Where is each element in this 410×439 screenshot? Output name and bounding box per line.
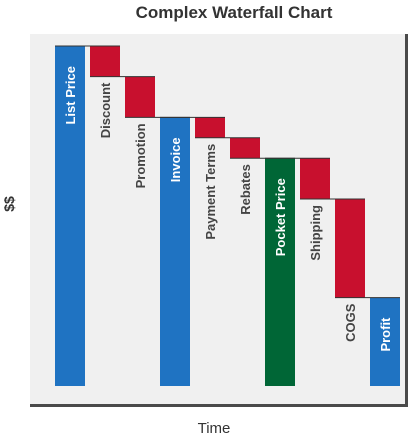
category-label-list-price: List Price xyxy=(63,66,78,125)
bar-cogs xyxy=(335,199,365,298)
bar-shipping xyxy=(300,158,330,199)
bar-profit xyxy=(370,297,400,386)
connectors-layer xyxy=(55,45,400,299)
y-axis-label: $$ xyxy=(1,196,17,212)
bar-list-price xyxy=(55,46,85,386)
category-label-invoice: Invoice xyxy=(168,137,183,182)
bar-promotion xyxy=(125,76,155,118)
category-label-payment-terms: Payment Terms xyxy=(203,144,218,240)
x-axis-label: Time xyxy=(198,420,231,437)
category-label-shipping: Shipping xyxy=(308,205,323,261)
category-label-cogs: COGS xyxy=(343,303,358,342)
bars-layer xyxy=(55,46,400,387)
category-label-profit: Profit xyxy=(378,317,393,352)
bar-rebates xyxy=(230,137,260,159)
category-label-discount: Discount xyxy=(98,82,113,138)
bar-pocket-price xyxy=(265,158,295,386)
category-labels: List Price Discount Promotion Invoice Paymen… xyxy=(63,66,393,352)
bar-payment-terms xyxy=(195,117,225,138)
category-label-promotion: Promotion xyxy=(133,123,148,188)
category-label-pocket-price: Pocket Price xyxy=(273,178,288,256)
bar-discount xyxy=(90,46,120,77)
bar-invoice xyxy=(160,117,190,387)
category-label-rebates: Rebates xyxy=(238,164,253,215)
chart-title: Complex Waterfall Chart xyxy=(136,3,333,22)
